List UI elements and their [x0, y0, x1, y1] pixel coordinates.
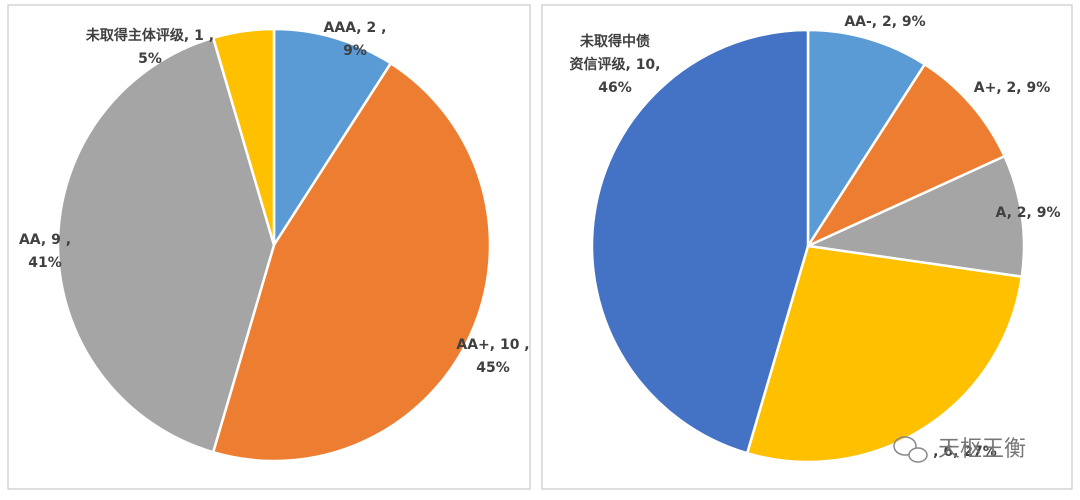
pie-slice: [806, 28, 927, 251]
pie-slice: [745, 244, 1024, 464]
pie-slice: [211, 27, 276, 246]
data-label: A, 2, 9%: [996, 205, 1061, 221]
data-label: AA, 9 ,: [19, 232, 71, 248]
data-label: 46%: [598, 80, 632, 96]
watermark: 天枢王衡: [938, 437, 1026, 462]
data-label: 未取得主体评级, 1 ,: [86, 27, 214, 44]
watermark-icon: [893, 436, 928, 463]
data-label: AA-, 2, 9%: [844, 14, 925, 30]
data-label: 未取得中债: [580, 33, 650, 50]
pie-slice: [272, 27, 393, 250]
pie-slice: [803, 154, 1026, 279]
pie-slice: [590, 28, 810, 455]
pie-slice: [211, 61, 492, 463]
data-label: , 6, 27%: [933, 444, 997, 460]
data-label: AAA, 2 ,: [324, 20, 387, 36]
data-label: 5%: [138, 51, 162, 67]
data-label: 9%: [343, 43, 367, 59]
data-label: 41%: [28, 255, 62, 271]
pie-slice: [56, 36, 276, 454]
data-label: AA+, 10 ,: [456, 337, 529, 353]
data-label: 资信评级, 10,: [570, 56, 661, 73]
data-label: 45%: [476, 360, 510, 376]
pie-slice: [804, 62, 1007, 249]
panel: [7, 4, 531, 490]
data-label: A+, 2, 9%: [974, 80, 1050, 96]
panel: [541, 4, 1073, 490]
